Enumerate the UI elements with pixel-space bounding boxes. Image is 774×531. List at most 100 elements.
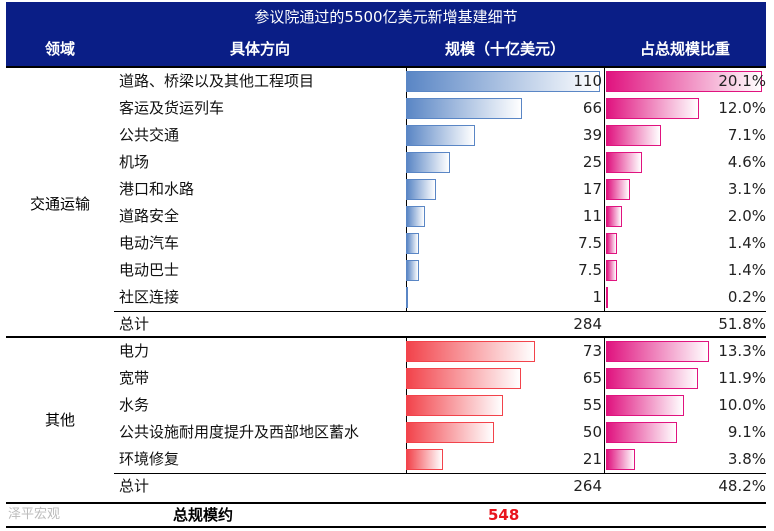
size-bar: [406, 206, 426, 227]
share-bar: [606, 341, 710, 362]
size-value: 7.5: [578, 234, 602, 252]
share-value: 0.2%: [727, 288, 766, 306]
section-1: 其他 电力 73 13.3% 宽带 65 11.9% 水务 55 10.0% 公共设施耐用度提升及西…: [6, 336, 766, 500]
share-value: 2.0%: [727, 207, 766, 225]
share-value: 13.3%: [718, 342, 766, 360]
size-cell: 1: [406, 284, 602, 311]
size-cell: 7.5: [406, 230, 602, 257]
size-bar: [406, 179, 436, 200]
size-cell: 50: [406, 419, 602, 446]
row-label: 电力: [119, 342, 150, 360]
size-cell: 7.5: [406, 257, 602, 284]
table-row: 机场 25 4.6%: [6, 149, 766, 176]
size-cell: 73: [406, 338, 602, 365]
share-bar: [606, 287, 608, 308]
size-value: 21: [582, 450, 602, 468]
share-value: 4.6%: [727, 153, 766, 171]
size-cell: 25: [406, 149, 602, 176]
share-cell: 20.1%: [604, 68, 766, 95]
total-row: 总计 284 51.8%: [6, 311, 766, 338]
size-value: 65: [582, 369, 602, 387]
row-label: 水务: [119, 396, 150, 414]
total-share: 48.2%: [718, 477, 766, 495]
share-cell: 1.4%: [604, 230, 766, 257]
row-label: 宽带: [119, 369, 150, 387]
size-cell: 65: [406, 365, 602, 392]
share-cell: 3.8%: [604, 446, 766, 473]
size-bar: [406, 71, 600, 92]
row-label: 港口和水路: [119, 180, 195, 198]
size-value: 110: [573, 72, 602, 90]
infrastructure-table: 参议院通过的5500亿美元新增基建细节 领域 具体方向 规模（十亿美元） 占总规…: [6, 2, 766, 528]
row-label: 道路安全: [119, 207, 180, 225]
section-label: 其他: [44, 411, 75, 429]
section-0: 交通运输 道路、桥梁以及其他工程项目 110 20.1% 客运及货运列车 66 12.0% 公…: [6, 66, 766, 338]
row-label: 客运及货运列车: [119, 99, 225, 117]
table-row: 道路安全 11 2.0%: [6, 203, 766, 230]
size-bar: [406, 98, 523, 119]
section-label: 交通运输: [29, 195, 90, 213]
share-cell: 3.1%: [604, 176, 766, 203]
total-value: 264: [573, 477, 602, 495]
share-value: 12.0%: [718, 99, 766, 117]
share-cell: 9.1%: [604, 419, 766, 446]
size-bar: [406, 422, 495, 443]
grand-total-label: 总规模约: [173, 506, 234, 524]
table-row: 电动汽车 7.5 1.4%: [6, 230, 766, 257]
total-share-cell: 48.2%: [604, 473, 766, 500]
row-label: 环境修复: [119, 450, 180, 468]
size-bar: [406, 287, 408, 308]
size-cell: 11: [406, 203, 602, 230]
share-bar: [606, 98, 700, 119]
size-cell: 17: [406, 176, 602, 203]
row-label: 公共交通: [119, 126, 180, 144]
row-label: 道路、桥梁以及其他工程项目: [119, 72, 315, 90]
share-bar: [606, 125, 662, 146]
row-label: 机场: [119, 153, 150, 171]
row-label: 社区连接: [119, 288, 180, 306]
size-value: 1: [592, 288, 602, 306]
size-cell: 39: [406, 122, 602, 149]
share-cell: 2.0%: [604, 203, 766, 230]
size-value: 50: [582, 423, 602, 441]
table-title: 参议院通过的5500亿美元新增基建细节: [6, 2, 766, 32]
size-bar: [406, 152, 451, 173]
total-size-cell: 264: [406, 473, 602, 500]
share-bar: [606, 179, 631, 200]
header-direction: 具体方向: [229, 40, 290, 58]
share-value: 11.9%: [718, 369, 766, 387]
share-bar: [606, 152, 642, 173]
table-header: 领域 具体方向 规模（十亿美元） 占总规模比重: [6, 32, 766, 66]
size-cell: 55: [406, 392, 602, 419]
size-value: 7.5: [578, 261, 602, 279]
watermark: 泽平宏观: [8, 507, 61, 522]
table-row: 环境修复 21 3.8%: [6, 446, 766, 473]
share-cell: 7.1%: [604, 122, 766, 149]
share-bar: [606, 449, 636, 470]
share-bar: [606, 233, 617, 254]
grand-total-value: 548: [488, 506, 520, 524]
share-bar: [606, 368, 699, 389]
share-bar: [606, 71, 762, 92]
size-value: 25: [582, 153, 602, 171]
column-divider: [604, 68, 605, 311]
table-row: 电动巴士 7.5 1.4%: [6, 257, 766, 284]
header-domain: 领域: [44, 40, 75, 58]
size-bar: [406, 260, 420, 281]
share-cell: 4.6%: [604, 149, 766, 176]
table-row: 宽带 65 11.9%: [6, 365, 766, 392]
size-bar: [406, 395, 503, 416]
table-row: 道路、桥梁以及其他工程项目 110 20.1%: [6, 68, 766, 95]
size-cell: 66: [406, 95, 602, 122]
size-cell: 21: [406, 446, 602, 473]
share-value: 3.8%: [727, 450, 766, 468]
table-row: 客运及货运列车 66 12.0%: [6, 95, 766, 122]
total-share: 51.8%: [718, 315, 766, 333]
share-cell: 11.9%: [604, 365, 766, 392]
table-row: 公共设施耐用度提升及西部地区蓄水 50 9.1%: [6, 419, 766, 446]
column-divider: [604, 338, 605, 473]
share-cell: 0.2%: [604, 284, 766, 311]
size-value: 66: [582, 99, 602, 117]
table-row: 港口和水路 17 3.1%: [6, 176, 766, 203]
share-value: 3.1%: [727, 180, 766, 198]
